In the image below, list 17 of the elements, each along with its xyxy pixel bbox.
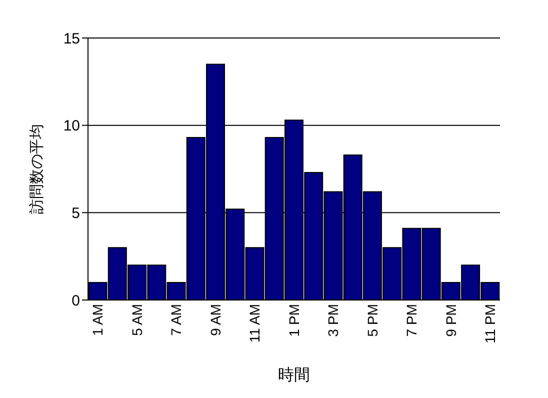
y-tick-label: 10 [63, 118, 80, 135]
x-tick-label: 1 AM [90, 304, 106, 336]
x-axis-title: 時間 [278, 366, 310, 384]
x-tick-label: 5 PM [364, 304, 380, 337]
y-tick-label: 5 [72, 204, 80, 222]
y-tick-label: 15 [63, 30, 80, 48]
y-tick-label: 0 [72, 292, 80, 310]
y-axis-title: 訪問数の平均 [28, 124, 46, 214]
x-tick-label: 11 PM [482, 304, 498, 344]
x-tick-label: 3 PM [325, 304, 342, 337]
x-tick-label: 1 PM [286, 304, 302, 337]
x-tick-label: 7 PM [404, 304, 420, 337]
x-tick-label: 7 AM [168, 304, 184, 336]
x-tick-label: 11 AM [246, 304, 263, 343]
x-tick-label: 5 AM [128, 304, 145, 336]
x-tick-label: 9 PM [442, 304, 459, 337]
x-tick-label: 9 AM [207, 304, 224, 336]
